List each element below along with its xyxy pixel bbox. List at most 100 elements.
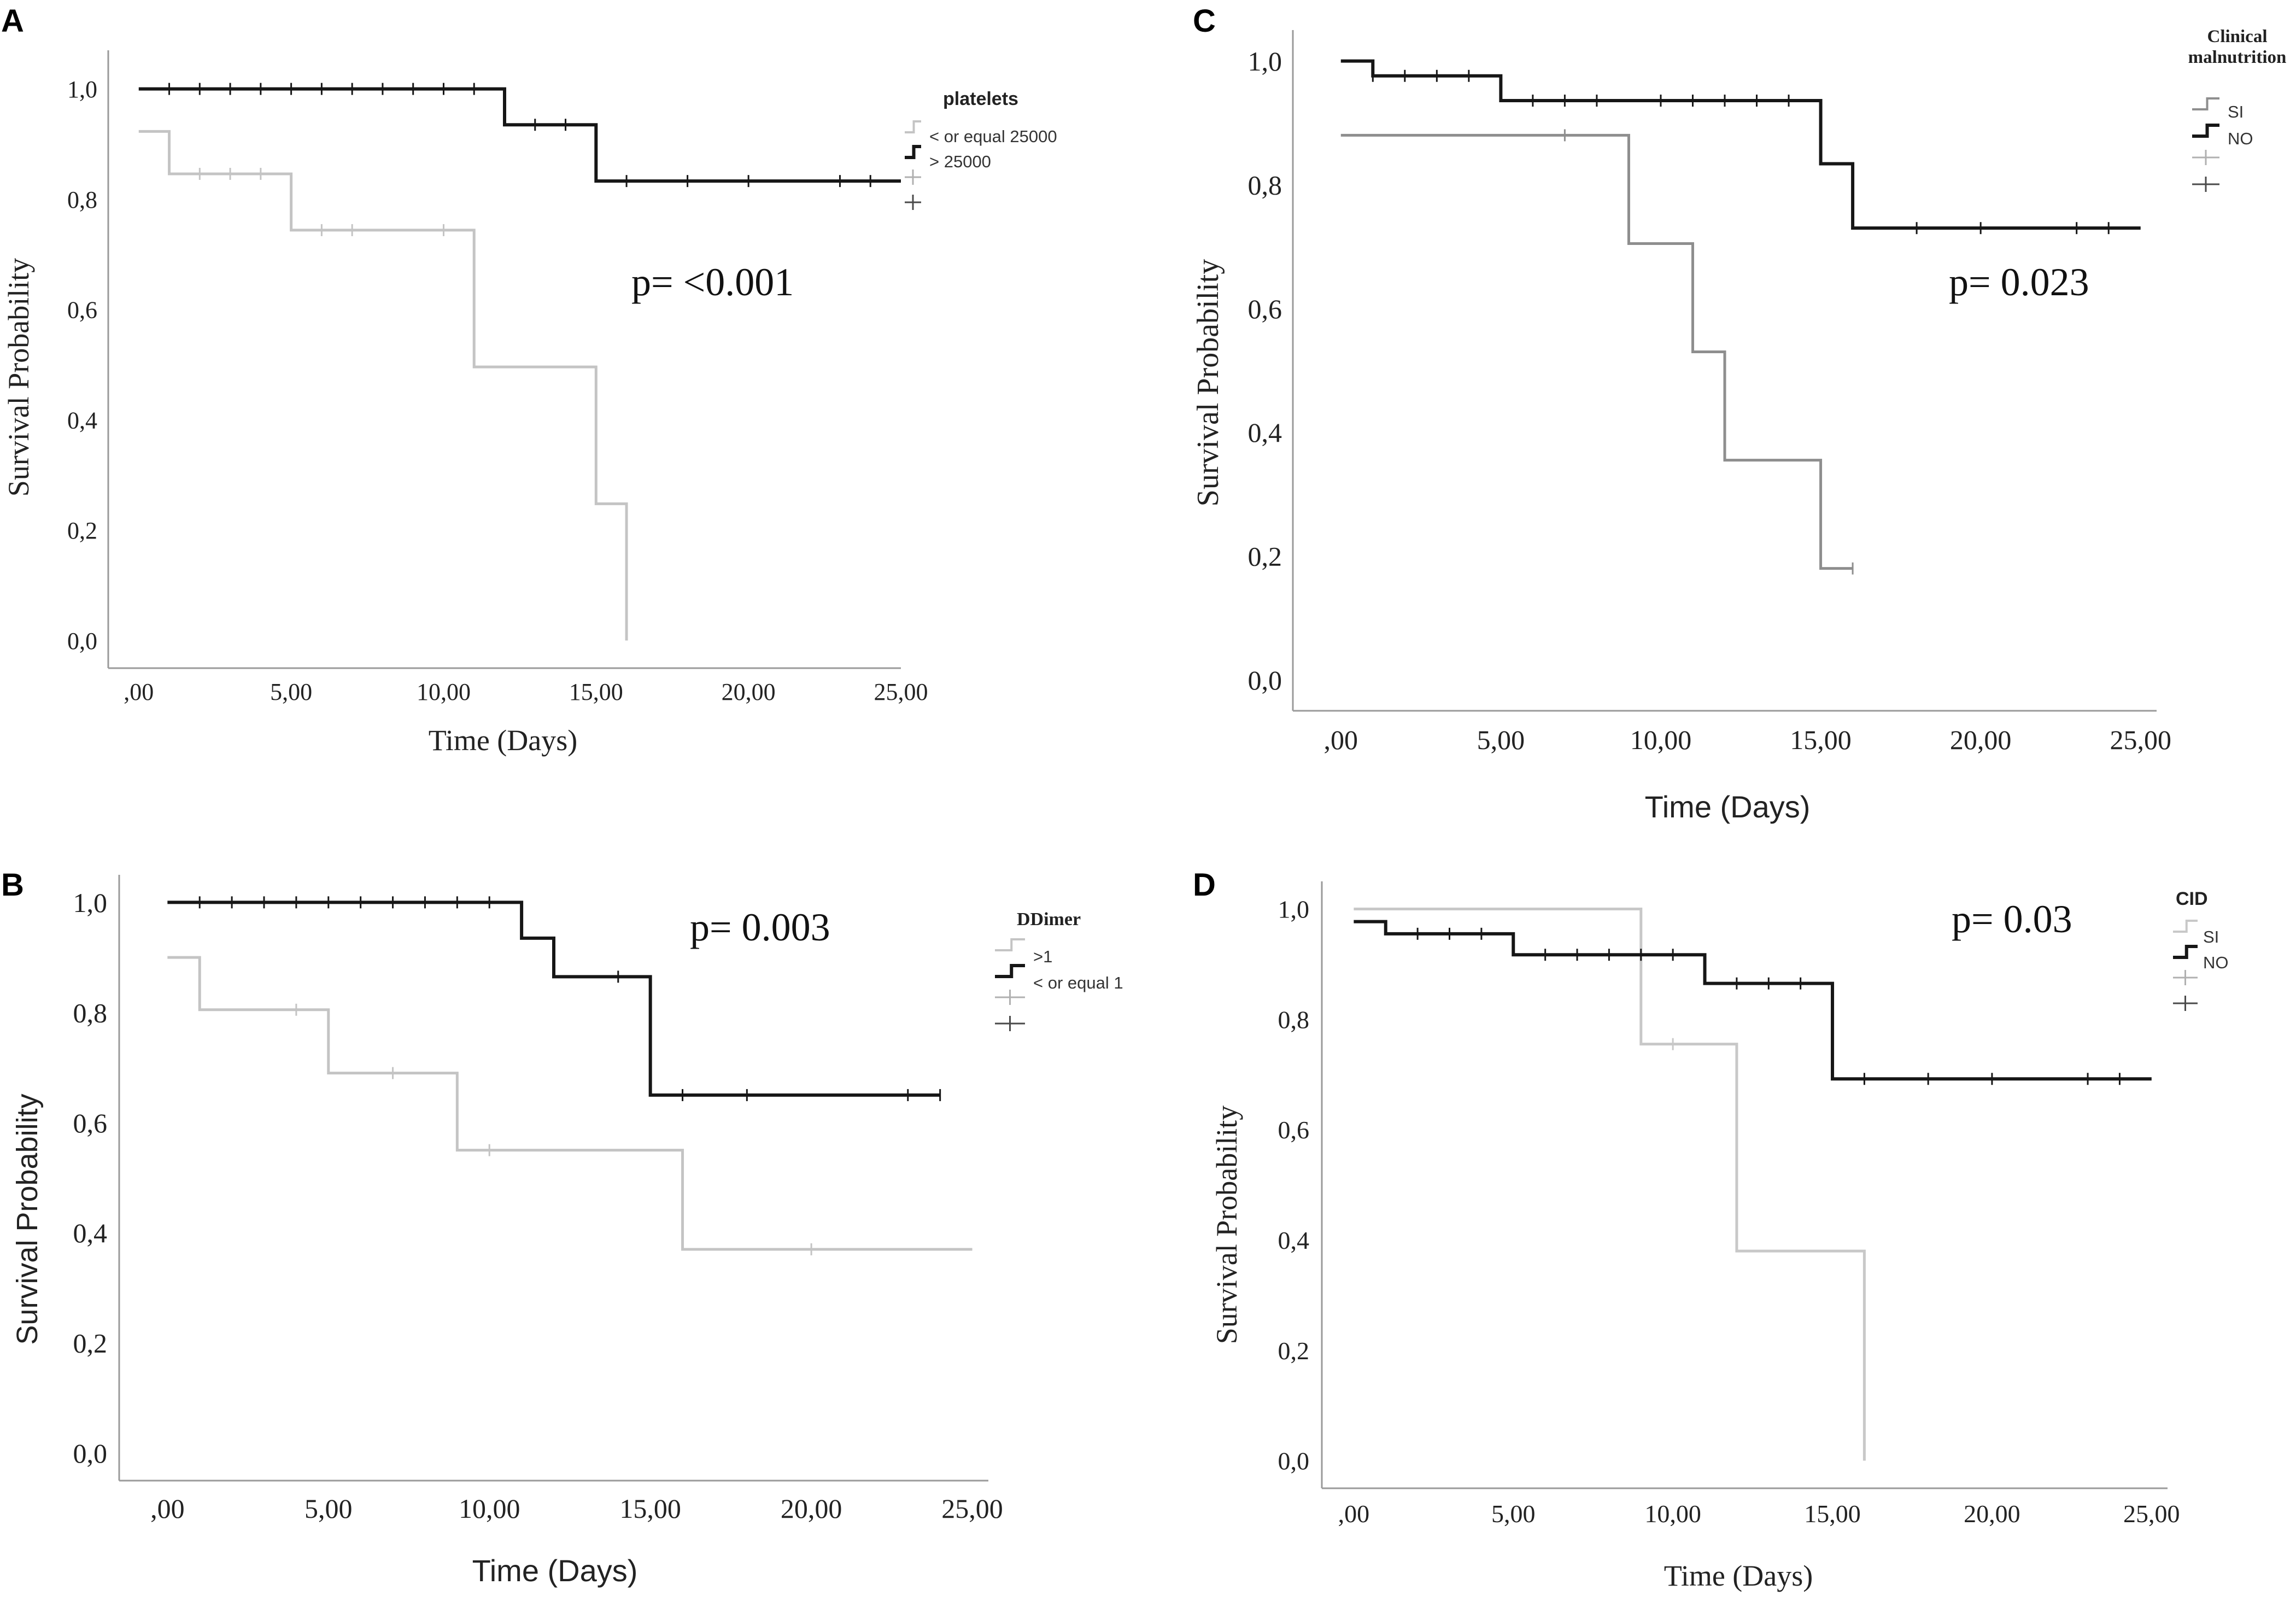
legend-title: DDimer <box>1017 909 1081 929</box>
survival-curve-group-1 <box>138 130 628 641</box>
survival-curve-group-1 <box>1340 133 1853 570</box>
legend-step-symbol <box>905 145 921 159</box>
legend-title: CID <box>2176 888 2208 909</box>
y-tick-label: 0,4 <box>67 407 97 434</box>
panel-b: B 0,0 0,2 0,4 0,6 0,8 1,0 ,00 5,00 10,00 15,00 20,… <box>1 867 1123 1588</box>
x-tick-label: 20,00 <box>781 1493 842 1524</box>
x-tick-label: 25,00 <box>2110 724 2171 755</box>
y-tick-label: 0,6 <box>67 297 97 324</box>
survival-curve-group-2 <box>1354 920 2152 1081</box>
x-tick-label: ,00 <box>124 679 154 705</box>
x-axis-label: Time (Days) <box>1664 1559 1813 1592</box>
x-tick-label: 5,00 <box>304 1493 353 1524</box>
x-tick-label: 10,00 <box>459 1493 520 1524</box>
x-tick-label: 20,00 <box>1964 1500 2020 1528</box>
legend-label: SI <box>2228 102 2244 121</box>
legend-label: < or equal 1 <box>1033 973 1123 992</box>
y-tick-label: 1,0 <box>1248 46 1282 77</box>
panel-letter: D <box>1193 867 1216 903</box>
x-tick-label: 5,00 <box>1477 724 1525 755</box>
y-tick-label: 1,0 <box>67 76 97 103</box>
x-tick-label: 10,00 <box>1630 724 1692 755</box>
y-tick-label: 0,0 <box>1278 1447 1310 1475</box>
y-tick-label: 0,0 <box>67 628 97 654</box>
legend-label: SI <box>2203 927 2219 946</box>
y-axis-label: Survival Probability <box>1191 259 1225 507</box>
legend: DDimer >1 < or equal 1 <box>995 909 1123 1031</box>
y-tick-label: 0,4 <box>1278 1226 1310 1254</box>
x-tick-label: ,00 <box>1324 724 1358 755</box>
x-axis-label: Time (Days) <box>472 1553 638 1588</box>
y-tick-label: 0,8 <box>1248 169 1282 200</box>
y-tick-label: 0,8 <box>1278 1005 1310 1033</box>
survival-curve-group-1 <box>1354 907 1866 1461</box>
p-value-annotation: p= <0.001 <box>631 260 794 304</box>
y-tick-label: 1,0 <box>73 887 108 918</box>
x-axis-label: Time (Days) <box>429 724 578 757</box>
panel-letter: C <box>1193 3 1216 39</box>
legend: CID SI NO <box>2173 888 2229 1011</box>
y-tick-label: 1,0 <box>1278 896 1310 923</box>
y-tick-label: 0,2 <box>1278 1337 1310 1365</box>
x-tick-label: 20,00 <box>1950 724 2012 755</box>
x-tick-label: 10,00 <box>417 679 471 705</box>
x-tick-label: ,00 <box>150 1493 185 1524</box>
x-tick-label: ,00 <box>1338 1500 1370 1528</box>
legend-label: NO <box>2203 953 2229 972</box>
y-axis-label: Survival Probability <box>11 1094 44 1344</box>
legend-step-symbol <box>2192 97 2219 110</box>
y-tick-label: 0,0 <box>73 1438 108 1469</box>
x-tick-label: 5,00 <box>270 679 312 705</box>
x-tick-label: 15,00 <box>569 679 623 705</box>
panel-letter: B <box>1 867 24 903</box>
p-value-annotation: p= 0.03 <box>1952 897 2072 941</box>
panel-letter: A <box>1 3 24 39</box>
legend-title: platelets <box>943 89 1018 109</box>
survival-curve-group-2 <box>1340 59 2141 230</box>
legend: Clinical malnutrition SI NO <box>2188 27 2286 192</box>
legend-label: < or equal 25000 <box>929 127 1057 146</box>
y-tick-label: 0,8 <box>73 997 108 1028</box>
x-tick-label: 15,00 <box>1804 1500 1861 1528</box>
x-axis-label: Time (Days) <box>1645 790 1811 824</box>
y-tick-label: 0,2 <box>1248 541 1282 572</box>
x-tick-label: 25,00 <box>874 679 928 705</box>
survival-curve-group-2 <box>167 901 940 1097</box>
x-tick-label: 20,00 <box>722 679 776 705</box>
panel-a: A 0,0 0,2 0,4 0,6 0,8 1,0 ,00 5,00 10,00 15,00 20,… <box>1 3 1057 757</box>
y-tick-label: 0,4 <box>1248 417 1282 448</box>
y-tick-label: 0,6 <box>1248 294 1282 324</box>
legend: platelets < or equal 25000 > 25000 <box>905 89 1057 210</box>
x-tick-label: 10,00 <box>1644 1500 1701 1528</box>
p-value-annotation: p= 0.003 <box>690 905 830 949</box>
panel-d: D 0,0 0,2 0,4 0,6 0,8 1,0 ,00 5,00 10,00 15,00 20,… <box>1193 867 2229 1592</box>
legend-label: >1 <box>1033 947 1052 966</box>
y-axis-label: Survival Probability <box>1210 1106 1243 1344</box>
x-tick-label: 15,00 <box>619 1493 681 1524</box>
y-axis-label: Survival Probability <box>2 258 35 496</box>
y-tick-label: 0,6 <box>1278 1116 1310 1144</box>
legend-step-symbol <box>995 964 1025 978</box>
y-tick-label: 0,4 <box>73 1218 108 1248</box>
p-value-annotation: p= 0.023 <box>1949 260 2089 304</box>
survival-curve-group-2 <box>138 87 901 183</box>
legend-step-symbol <box>2192 124 2219 138</box>
x-tick-label: 15,00 <box>1790 724 1852 755</box>
survival-curve-group-1 <box>167 956 973 1251</box>
x-tick-label: 25,00 <box>2123 1500 2180 1528</box>
legend-label: > 25000 <box>929 152 991 171</box>
y-tick-label: 0,2 <box>67 517 97 544</box>
x-tick-label: 25,00 <box>941 1493 1003 1524</box>
panel-c: C 0,0 0,2 0,4 0,6 0,8 1,0 ,00 5,00 10,00 15,00 20,… <box>1191 3 2286 824</box>
y-tick-label: 0,8 <box>67 186 97 213</box>
legend-step-symbol <box>995 938 1025 951</box>
y-tick-label: 0,6 <box>73 1108 108 1138</box>
legend-step-symbol <box>2173 945 2198 959</box>
y-tick-label: 0,2 <box>73 1328 108 1359</box>
legend-step-symbol <box>905 120 921 133</box>
legend-label: NO <box>2228 129 2253 148</box>
legend-step-symbol <box>2173 920 2198 933</box>
y-tick-label: 0,0 <box>1248 665 1282 695</box>
x-tick-label: 5,00 <box>1491 1500 1536 1528</box>
